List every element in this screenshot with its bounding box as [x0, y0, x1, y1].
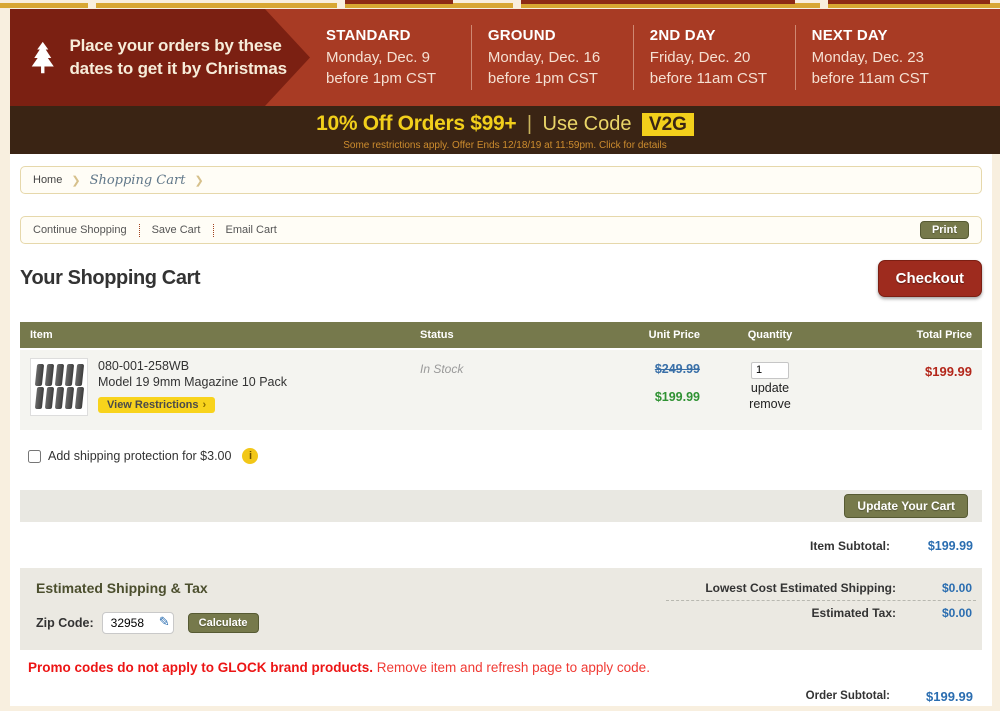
breadcrumb-home-link[interactable]: Home — [33, 174, 63, 186]
header-unit-price: Unit Price — [648, 329, 700, 341]
checkout-button[interactable]: Checkout — [877, 259, 982, 297]
quantity-cell: update remove — [700, 358, 840, 422]
estimated-tax-label: Estimated Tax: — [811, 606, 896, 620]
nav-gap — [337, 3, 345, 8]
header-total-price: Total Price — [916, 329, 972, 341]
order-subtotal-label: Order Subtotal: — [805, 690, 890, 702]
header-item: Item — [30, 329, 53, 341]
breadcrumb-current: Shopping Cart — [89, 172, 186, 188]
old-price: $249.99 — [654, 362, 700, 376]
estimated-shipping-title: Estimated Shipping & Tax — [36, 580, 208, 596]
cart-table-header: Item Status Unit Price Quantity Total Pr… — [20, 322, 982, 348]
shipping-protection-checkbox[interactable] — [28, 449, 41, 463]
save-cart-link[interactable]: Save Cart — [151, 224, 201, 236]
estimated-shipping-section: Estimated Shipping & Tax Zip Code: ✎ Cal… — [20, 568, 982, 650]
magazine-image — [34, 364, 84, 386]
cart-item-row: 080-001-258WB Model 19 9mm Magazine 10 P… — [20, 350, 982, 430]
banner-intro-text: Place your orders by these dates to get … — [69, 35, 288, 78]
gold-underline — [0, 3, 1000, 8]
nav-gap — [820, 3, 828, 8]
item-subtotal-row: Item Subtotal: $199.99 — [20, 536, 982, 556]
remove-item-link[interactable]: remove — [749, 396, 791, 411]
item-name: Model 19 9mm Magazine 10 Pack — [98, 375, 287, 390]
nav-menu-edge — [828, 0, 990, 4]
item-status: In Stock — [420, 362, 464, 376]
item-cell: 080-001-258WB Model 19 9mm Magazine 10 P… — [30, 358, 420, 422]
promo-warning-rest: Remove item and refresh page to apply co… — [376, 660, 650, 675]
item-total-price: $199.99 — [925, 364, 972, 379]
nav-menu-edge — [521, 0, 795, 4]
chevron-right-icon: ❯ — [194, 174, 204, 187]
christmas-tree-icon — [31, 41, 54, 73]
order-subtotal-value: $199.99 — [926, 688, 973, 704]
breadcrumb: Home ❯ Shopping Cart ❯ — [20, 166, 982, 194]
promo-use-code-text: Use Code — [542, 113, 632, 135]
info-icon[interactable]: i — [242, 448, 259, 464]
zip-code-row: Zip Code: ✎ Calculate — [36, 612, 966, 634]
toolbar-divider — [138, 223, 140, 237]
item-sku: 080-001-258WB — [98, 359, 190, 373]
promo-warning: Promo codes do not apply to GLOCK brand … — [20, 660, 982, 678]
nav-gap — [513, 3, 521, 8]
page-title: Your Shopping Cart — [20, 266, 201, 289]
toolbar-divider — [212, 223, 214, 237]
update-cart-bar: Update Your Cart — [20, 490, 982, 522]
magazine-image — [34, 387, 84, 409]
item-subtotal-value: $199.99 — [927, 539, 973, 553]
shipping-options: STANDARD Monday, Dec. 9 before 1pm CST G… — [310, 9, 1000, 106]
cart-toolbar: Continue Shopping Save Cart Email Cart P… — [20, 216, 982, 244]
edit-pencil-icon[interactable]: ✎ — [158, 614, 170, 629]
header-status: Status — [420, 329, 454, 341]
chevron-right-icon: › — [202, 398, 207, 411]
estimates-summary: Lowest Cost Estimated Shipping: $0.00 Es… — [666, 576, 976, 625]
shipping-option-ground: GROUND Monday, Dec. 16 before 1pm CST — [470, 24, 633, 91]
item-subtotal-label: Item Subtotal: — [810, 539, 890, 553]
shipping-option-2nd-day: 2ND DAY Friday, Dec. 20 before 11am CST — [632, 24, 795, 91]
promo-restrictions-link[interactable]: Some restrictions apply. Offer Ends 12/1… — [343, 140, 667, 151]
banner-intro-arrow: Place your orders by these dates to get … — [10, 9, 310, 106]
estimated-shipping-row: Lowest Cost Estimated Shipping: $0.00 — [666, 576, 976, 600]
promo-banner[interactable]: 10% Off Orders $99+ | Use Code V2G Some … — [10, 106, 1000, 154]
zip-code-input[interactable] — [101, 612, 174, 634]
order-subtotal-row: Order Subtotal: $199.99 — [20, 686, 982, 706]
shipping-option-next-day: NEXT DAY Monday, Dec. 23 before 11am CST — [794, 24, 1000, 91]
calculate-button[interactable]: Calculate — [187, 613, 259, 633]
update-quantity-link[interactable]: update — [750, 380, 790, 395]
print-button[interactable]: Print — [919, 221, 969, 239]
promo-offer-text: 10% Off Orders $99+ — [316, 112, 517, 135]
estimated-shipping-value: $0.00 — [941, 581, 972, 595]
chevron-right-icon: ❯ — [71, 174, 81, 187]
shipping-option-standard: STANDARD Monday, Dec. 9 before 1pm CST — [326, 26, 437, 88]
zip-code-label: Zip Code: — [36, 616, 94, 630]
item-details: 080-001-258WB Model 19 9mm Magazine 10 P… — [98, 358, 287, 422]
page-header: Your Shopping Cart Checkout — [20, 258, 982, 298]
top-nav-strip — [0, 0, 1000, 9]
christmas-shipping-banner: Place your orders by these dates to get … — [10, 9, 1000, 106]
promo-offer-line: 10% Off Orders $99+ | Use Code V2G — [10, 112, 1000, 138]
nav-menu-edge — [345, 0, 453, 4]
continue-shopping-link[interactable]: Continue Shopping — [33, 224, 127, 236]
estimated-shipping-label: Lowest Cost Estimated Shipping: — [705, 581, 896, 595]
header-quantity: Quantity — [747, 329, 793, 341]
nav-gap — [88, 3, 96, 8]
sale-price: $199.99 — [654, 390, 700, 404]
estimated-tax-row: Estimated Tax: $0.00 — [666, 600, 976, 625]
unit-price-cell: $249.99 $199.99 — [580, 358, 700, 422]
promo-divider: | — [526, 113, 533, 135]
estimated-tax-value: $0.00 — [941, 606, 972, 620]
shipping-protection-row: Add shipping protection for $3.00 i — [20, 446, 982, 466]
email-cart-link[interactable]: Email Cart — [225, 224, 277, 236]
promo-code-badge: V2G — [641, 113, 694, 136]
promo-warning-bold: Promo codes do not apply to GLOCK brand … — [28, 660, 374, 675]
view-restrictions-button[interactable]: View Restrictions › — [98, 396, 216, 413]
main-content: Home ❯ Shopping Cart ❯ Continue Shopping… — [10, 154, 992, 706]
shipping-protection-label: Add shipping protection for $3.00 — [48, 449, 232, 463]
quantity-input[interactable] — [751, 361, 789, 379]
product-thumbnail[interactable] — [30, 358, 88, 416]
update-your-cart-button[interactable]: Update Your Cart — [844, 494, 968, 518]
